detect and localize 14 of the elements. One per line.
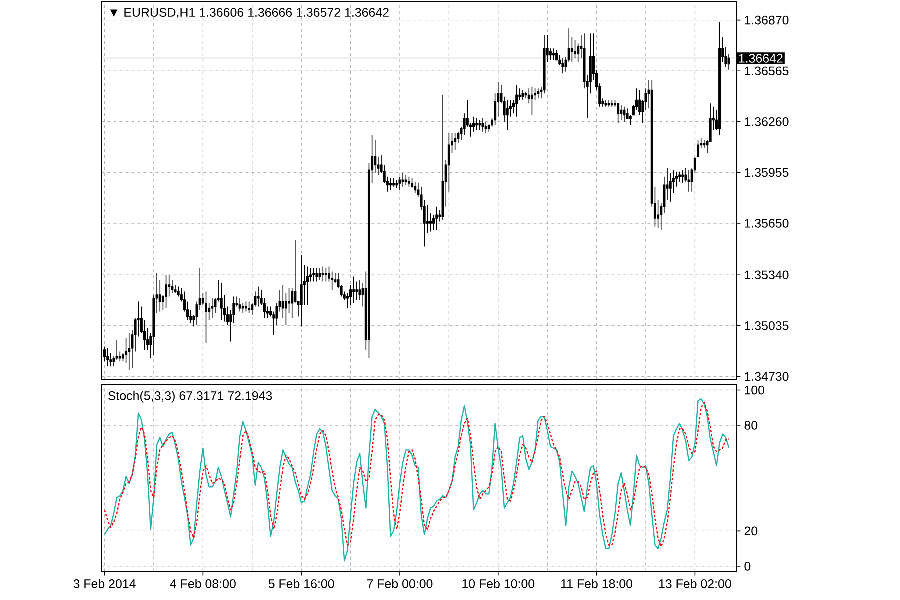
chart-title: Stoch(5,3,3) 67.3171 72.1943 — [108, 391, 272, 403]
y-tick-label: 100 — [745, 386, 765, 395]
x-tick-label: 11 Feb 18:00 — [562, 579, 633, 588]
x-tick-label: 7 Feb 00:00 — [367, 579, 433, 588]
y-tick-label: 20 — [744, 526, 758, 536]
y-tick-label: 0 — [744, 562, 751, 571]
x-tick-label: 10 Feb 10:00 — [462, 579, 535, 588]
y-tick-label: 80 — [744, 421, 758, 430]
x-tick-label: 5 Feb 16:00 — [268, 579, 334, 588]
candlestick — [106, 348, 110, 368]
x-tick-label: 13 Feb 02:00 — [659, 579, 732, 588]
x-tick-label: 3 Feb 2014 — [74, 579, 136, 588]
x-tick-label: 4 Feb 08:00 — [170, 579, 236, 588]
candlestick — [104, 346, 106, 362]
